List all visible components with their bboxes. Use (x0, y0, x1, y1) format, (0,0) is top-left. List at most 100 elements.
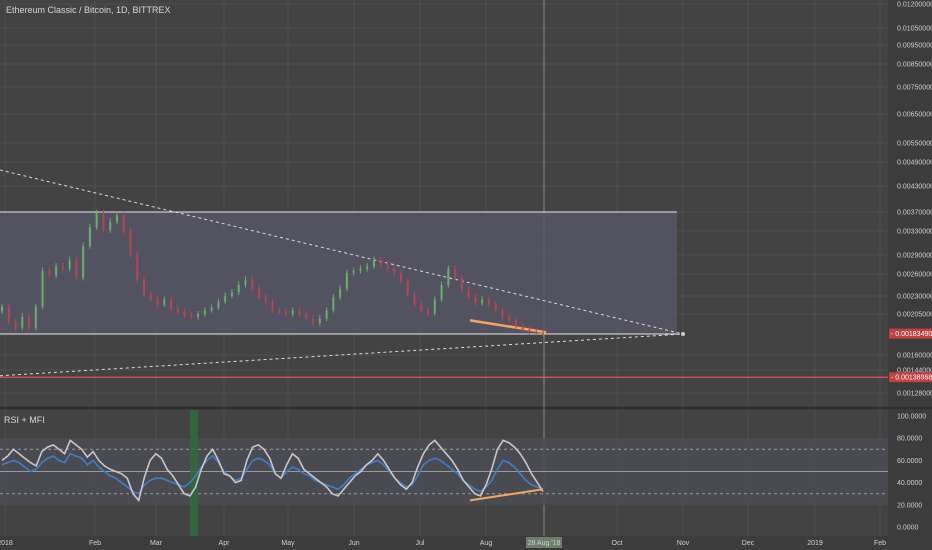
candle-body (372, 260, 375, 267)
time-label: Aug (480, 540, 493, 547)
candle-body (454, 268, 457, 278)
time-axis[interactable] (0, 536, 932, 550)
candle-body (82, 246, 85, 278)
candle-body (55, 266, 58, 276)
candle-body (264, 297, 267, 302)
candle-body (109, 221, 112, 231)
indicator-tick-label: 100.0000 (897, 414, 926, 421)
candle-body (217, 301, 220, 308)
indicator-tick-label: 60.0000 (897, 458, 922, 465)
trendline-apex (681, 332, 685, 337)
candle-body (305, 314, 308, 319)
candle-body (345, 272, 348, 289)
candle-body (224, 296, 227, 302)
price-tick-label: 0.00850000 (897, 62, 932, 69)
candle-body (21, 316, 24, 328)
candle-body (75, 260, 78, 278)
candle-body (427, 310, 430, 314)
price-tick-label: 0.00430000 (897, 184, 932, 191)
price-tick-label: 0.00144000 (897, 368, 932, 375)
chart-title: Ethereum Classic / Bitcoin, 1D, BITTREX (6, 5, 171, 15)
price-divergence-line (469, 319, 547, 334)
candle-body (474, 297, 477, 304)
candle-body (481, 299, 484, 304)
time-label: Jul (416, 540, 425, 547)
candle-body (433, 299, 436, 314)
candle-body (197, 314, 200, 317)
candle-body (257, 288, 260, 298)
time-label: 2019 (807, 540, 823, 547)
candle-body (508, 316, 511, 321)
candle-body (325, 310, 328, 319)
candle-body (163, 299, 166, 305)
candle-body (170, 299, 173, 309)
price-tick-label: 0.01200000 (897, 2, 932, 9)
candle-layer (1, 209, 544, 337)
price-label-badge (889, 372, 932, 383)
time-label: Nov (677, 540, 690, 547)
indicator-layer (0, 410, 888, 536)
candle-body (298, 310, 301, 314)
price-tick-label: 0.00750000 (897, 85, 932, 92)
indicator-divergence-line (469, 488, 544, 502)
ascending-trendline (0, 333, 684, 377)
indicator-tick-label: 80.0000 (897, 436, 922, 443)
indicator-axis[interactable] (888, 410, 932, 536)
candle-body (34, 306, 37, 328)
time-label-cursor: 28 Aug '18 (528, 540, 561, 547)
candle-body (122, 215, 125, 231)
candle-body (230, 292, 233, 296)
candle-body (203, 310, 206, 314)
candle-body (359, 268, 362, 271)
candle-body (68, 260, 71, 269)
candle-body (143, 279, 146, 295)
candle-body (271, 301, 274, 311)
candle-body (318, 318, 321, 324)
price-tick-label: 0.00330000 (897, 229, 932, 236)
main-pane[interactable] (0, 0, 888, 406)
price-label-text: - 0.00183490 (891, 331, 932, 338)
candle-body (501, 310, 504, 317)
mfi-line (1, 452, 544, 495)
indicator-tick-label: 40.0000 (897, 480, 922, 487)
candle-body (460, 277, 463, 291)
candle-body (14, 322, 17, 328)
candle-body (285, 311, 288, 314)
candle-body (379, 260, 382, 265)
candle-body (332, 297, 335, 311)
price-tick-label: 0.00128000 (897, 391, 932, 398)
candle-body (1, 306, 3, 312)
time-label: Feb (89, 540, 101, 547)
indicator-tick-label: 20.0000 (897, 502, 922, 509)
candle-body (291, 310, 294, 314)
rsi-line (1, 439, 544, 503)
candle-body (61, 266, 64, 269)
candle-body (399, 272, 402, 282)
annotation-layer (0, 169, 888, 378)
signal-highlight (190, 410, 198, 536)
time-label: Oct (612, 540, 623, 547)
price-tick-label: 0.00205000 (897, 312, 932, 319)
candle-body (535, 332, 538, 334)
candle-body (312, 318, 315, 324)
time-label: Dec (742, 540, 755, 547)
candle-body (278, 310, 281, 312)
candle-body (487, 299, 490, 305)
price-tick-label: 0.00230000 (897, 294, 932, 301)
price-tick-label: 0.00650000 (897, 112, 932, 119)
candle-body (183, 311, 186, 315)
candle-body (339, 288, 342, 298)
candle-body (149, 294, 152, 300)
time-label: Jun (348, 540, 359, 547)
price-label-text: - 0.00138968 (891, 375, 932, 382)
time-label: Feb (874, 540, 886, 547)
candle-body (251, 279, 254, 289)
candle-body (190, 314, 193, 317)
candle-body (494, 304, 497, 311)
indicator-title: RSI + MFI (4, 415, 45, 425)
candle-body (352, 270, 355, 273)
time-label: 2018 (0, 540, 13, 547)
candle-body (514, 320, 517, 326)
price-tick-label: 0.00260000 (897, 272, 932, 279)
